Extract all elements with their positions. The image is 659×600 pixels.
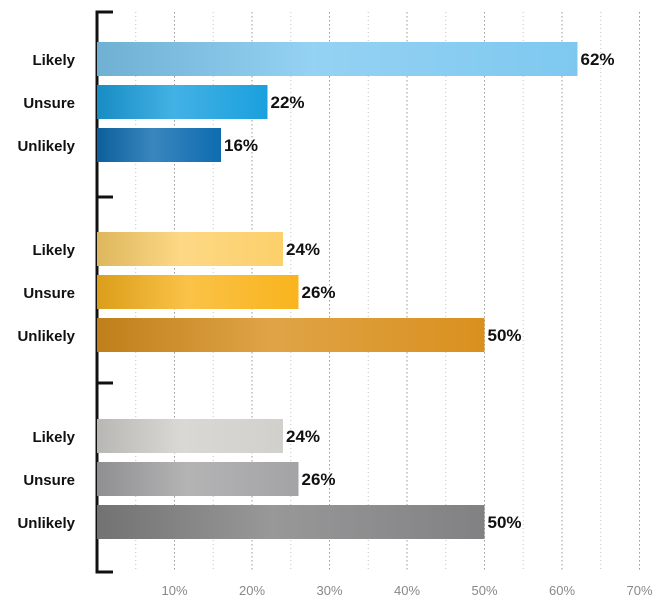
category-label: Likely (32, 429, 75, 446)
value-label: 22% (271, 93, 305, 112)
value-label: 16% (224, 136, 258, 155)
category-label: Likely (32, 52, 75, 69)
category-label: Unsure (23, 472, 75, 489)
category-label: Unlikely (17, 328, 75, 345)
bar (97, 419, 283, 453)
category-label: Unlikely (17, 138, 75, 155)
x-tick-label: 10% (161, 583, 187, 598)
x-tick-label: 60% (549, 583, 575, 598)
x-tick-label: 30% (316, 583, 342, 598)
value-label: 62% (581, 50, 615, 69)
value-label: 24% (286, 240, 320, 259)
value-label: 26% (302, 470, 336, 489)
x-tick-label: 70% (626, 583, 652, 598)
category-label: Unlikely (17, 515, 75, 532)
value-label: 50% (488, 326, 522, 345)
bar (97, 505, 485, 539)
x-tick-label: 20% (239, 583, 265, 598)
value-label: 26% (302, 283, 336, 302)
bar (97, 232, 283, 266)
category-label: Unsure (23, 285, 75, 302)
bar (97, 42, 578, 76)
bar (97, 462, 299, 496)
x-tick-label: 50% (471, 583, 497, 598)
category-label: Unsure (23, 95, 75, 112)
bar (97, 318, 485, 352)
x-tick-labels: 10% 20% 30% 40% 50% 60% 70% (161, 583, 652, 598)
bar (97, 85, 268, 119)
value-label: 24% (286, 427, 320, 446)
x-tick-label: 40% (394, 583, 420, 598)
value-label: 50% (488, 513, 522, 532)
bar (97, 128, 221, 162)
bars: Likely 62% Unsure 22% Unlikely 16% Likely 24% Un… (17, 42, 615, 539)
category-label: Likely (32, 242, 75, 259)
bar (97, 275, 299, 309)
